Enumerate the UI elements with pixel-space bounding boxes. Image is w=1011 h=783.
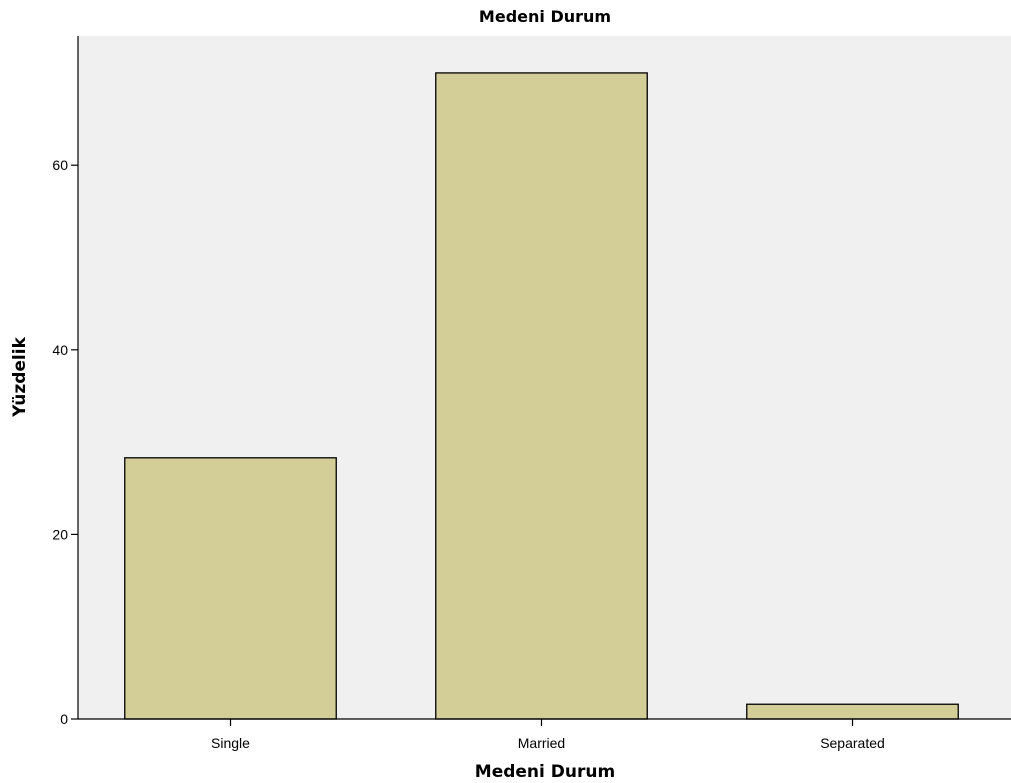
bar-married (435, 72, 648, 720)
y-ticks-group: 0 20 40 60 (52, 157, 78, 727)
y-tick-label: 40 (52, 342, 68, 358)
bar-single (124, 457, 337, 720)
y-tick-label: 60 (52, 157, 68, 173)
x-ticks-group: Single Married Separated (211, 719, 885, 751)
y-tick-label: 20 (52, 526, 68, 542)
x-tick-label: Single (211, 735, 250, 751)
chart-title: Medeni Durum (479, 7, 611, 26)
x-axis-label: Medeni Durum (475, 762, 615, 782)
x-tick-label: Married (518, 735, 565, 751)
bars-group (124, 72, 959, 720)
y-tick-label: 0 (60, 711, 68, 727)
x-tick-label: Separated (820, 735, 885, 751)
y-axis-label: Yüzdelik (10, 336, 30, 417)
bar-separated (746, 703, 959, 720)
